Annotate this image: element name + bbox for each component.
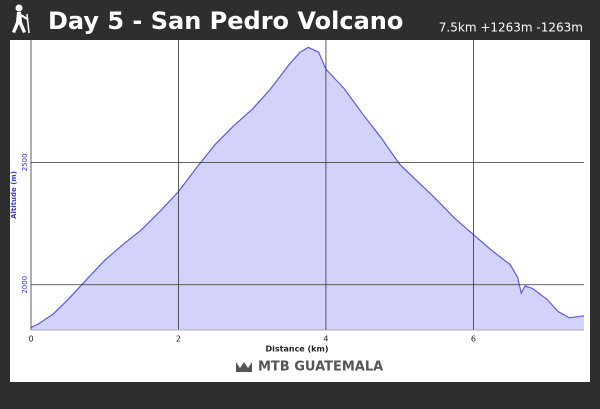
title: Day 5 - San Pedro Volcano — [48, 7, 403, 35]
hiker-icon — [12, 4, 30, 34]
y-axis-label: Altitude (m) — [10, 171, 18, 219]
y-tick-label: 2000 — [21, 276, 29, 294]
y-tick-label: 2500 — [21, 153, 29, 171]
x-tick-label: 2 — [176, 335, 181, 344]
logo-icon — [236, 362, 252, 372]
x-axis-label: Distance (km) — [266, 345, 329, 354]
area — [31, 47, 584, 331]
x-tick-label: 0 — [28, 335, 33, 344]
line — [30, 46, 585, 329]
x-tick-label: 4 — [323, 335, 328, 344]
subtitle: 7.5km +1263m -1263m — [439, 21, 583, 35]
logo: MTB GUATEMALA — [258, 360, 383, 375]
x-tick-label: 6 — [471, 335, 476, 344]
